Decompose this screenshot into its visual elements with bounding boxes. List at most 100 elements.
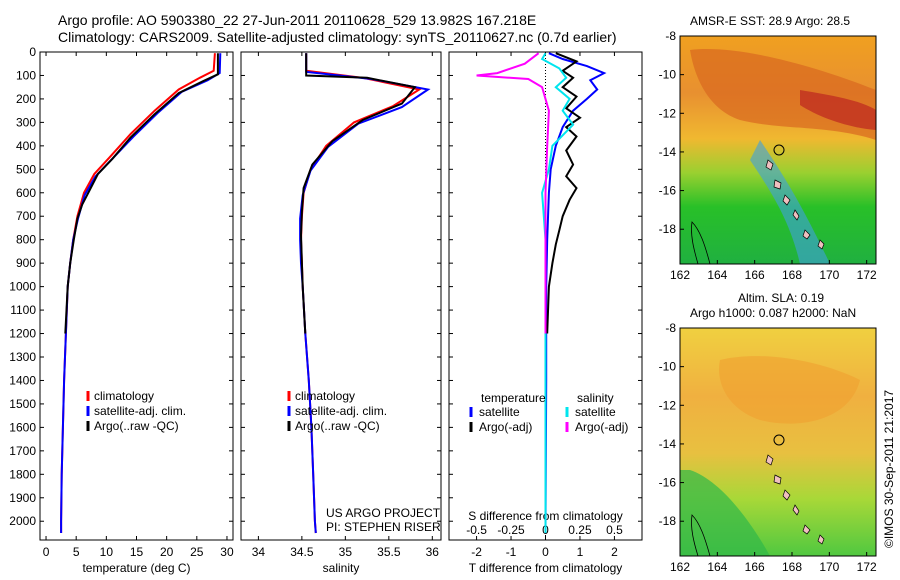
legend-label: climatology xyxy=(295,389,355,403)
y-tick-label: 1900 xyxy=(9,491,36,505)
salinity-panel: 34 34.5 35 35.5 36 salinity climatologysatelli… xyxy=(240,51,442,575)
map-y-tick-label: -18 xyxy=(659,222,677,236)
x-tick-label: 30 xyxy=(220,545,234,559)
map-y-tick-label: -12 xyxy=(659,106,677,120)
legend-label: satellite-adj. clim. xyxy=(295,404,387,418)
x-axis-label: salinity xyxy=(323,561,360,575)
x-tick-label: 35.5 xyxy=(377,545,401,559)
legend-label: Argo(-adj) xyxy=(575,420,628,434)
y-tick-label: 500 xyxy=(16,162,36,176)
x-tick-label: 34.5 xyxy=(290,545,314,559)
map-x-tick-label: 168 xyxy=(782,268,802,282)
salinity-tick-label: 0.5 xyxy=(606,523,623,537)
map-x-tick-label: 162 xyxy=(670,560,690,574)
plot-frame xyxy=(39,51,234,541)
x-tick-label: 35 xyxy=(339,545,353,559)
y-tick-label: 900 xyxy=(16,256,36,270)
island-chain-bottom xyxy=(765,454,825,545)
y-tick-label: 1600 xyxy=(9,420,36,434)
x-tick-label: 10 xyxy=(100,545,114,559)
sst-hot-patch xyxy=(800,90,876,130)
series-line-1 xyxy=(546,52,582,334)
y-tick-label: 400 xyxy=(16,139,36,153)
y-tick-label: 1100 xyxy=(10,303,36,317)
y-tick-label: 0 xyxy=(29,45,36,59)
y-tick-label: 600 xyxy=(16,186,36,200)
y-tick-label: 1200 xyxy=(9,327,36,341)
sst-map-title: AMSR-E SST: 28.9 Argo: 28.5 xyxy=(690,14,850,28)
map-x-tick-label: 172 xyxy=(857,560,877,574)
sla-map-axes: 162 164 166 168 170 172 -8 -10 -12 -14 -16 -18 xyxy=(659,321,877,574)
legend-label: satellite xyxy=(479,405,520,419)
map-y-tick-label: -14 xyxy=(659,437,677,451)
map-y-tick-label: -18 xyxy=(659,514,677,528)
map-x-tick-label: 166 xyxy=(745,268,765,282)
legend-header: salinity xyxy=(577,391,614,405)
y-tick-label: 1300 xyxy=(9,350,36,364)
y-tick-label: 1500 xyxy=(9,397,36,411)
series-line-3 xyxy=(476,52,550,334)
x-tick-label: 15 xyxy=(130,545,144,559)
sla-map-frame xyxy=(679,327,877,557)
legend-header: temperature xyxy=(481,391,546,405)
sst-map-axes: 162 164 166 168 170 172 -8 -10 -12 -14 -16 -18 xyxy=(659,29,877,282)
legend-label: climatology xyxy=(94,389,154,403)
legend-label: satellite-adj. clim. xyxy=(94,404,186,418)
x-tick-label: 0 xyxy=(43,545,50,559)
x-tick-label: 2 xyxy=(611,545,618,559)
legend-label: Argo(..raw -QC) xyxy=(94,419,179,433)
argo-location-marker-bottom xyxy=(773,434,785,446)
x-axis-label: temperature (deg C) xyxy=(82,561,190,575)
y-tick-label: 700 xyxy=(16,209,36,223)
x-tick-label: -2 xyxy=(471,545,482,559)
map-y-tick-label: -16 xyxy=(659,184,677,198)
map-y-tick-label: -8 xyxy=(665,29,676,43)
map-x-tick-label: 170 xyxy=(819,560,839,574)
salinity-tick-label: -0.5 xyxy=(466,523,487,537)
y-tick-label: 200 xyxy=(16,92,36,106)
map-x-tick-label: 166 xyxy=(745,560,765,574)
map-y-tick-label: -14 xyxy=(659,145,677,159)
map-x-tick-label: 170 xyxy=(819,268,839,282)
map-y-tick-label: -16 xyxy=(659,476,677,490)
legend-label: Argo(..raw -QC) xyxy=(295,419,380,433)
plot-frame xyxy=(240,51,442,541)
map-x-tick-label: 168 xyxy=(782,560,802,574)
side-stamp: ©IMOS 30-Sep-2011 21:2017 xyxy=(882,390,896,548)
header-line-2: Climatology: CARS2009. Satellite-adjuste… xyxy=(58,29,616,45)
difference-panel: -2 -1 0 1 2 T difference from climatology -0.5… xyxy=(448,51,643,575)
map-y-tick-label: -10 xyxy=(659,360,677,374)
x-tick-label: 20 xyxy=(160,545,174,559)
map-y-tick-label: -10 xyxy=(659,68,677,82)
y-tick-label: 1800 xyxy=(9,467,36,481)
series-line-2 xyxy=(64,53,219,334)
map-x-tick-label: 164 xyxy=(707,560,727,574)
y-tick-label: 2000 xyxy=(9,514,36,528)
x-axis-label: T difference from climatology xyxy=(469,561,623,575)
sst-map-frame xyxy=(679,35,877,265)
x-tick-label: -1 xyxy=(506,545,517,559)
credit-project: US ARGO PROJECT xyxy=(326,506,441,520)
y-tick-label: 1400 xyxy=(9,373,36,387)
y-tick-label: 100 xyxy=(16,68,36,82)
legend-label: Argo(-adj) xyxy=(479,420,532,434)
series-line-2 xyxy=(299,53,417,334)
x-tick-label: 25 xyxy=(190,545,204,559)
salinity-tick-label: 0.25 xyxy=(568,523,592,537)
map-x-tick-label: 162 xyxy=(670,268,690,282)
y-tick-label: 1700 xyxy=(9,444,36,458)
y-tick-label: 800 xyxy=(16,233,36,247)
map-y-tick-label: -12 xyxy=(659,398,677,412)
x-tick-label: 5 xyxy=(73,545,80,559)
legend-label: satellite xyxy=(575,405,616,419)
map-y-tick-label: -8 xyxy=(665,321,676,335)
y-tick-label: 1000 xyxy=(9,280,36,294)
y-tick-label: 300 xyxy=(16,115,36,129)
sla-low-patch xyxy=(680,470,770,556)
sst-map: AMSR-E SST: 28.9 Argo: 28.5 162 164 166 168… xyxy=(659,14,877,282)
x-tick-label: 34 xyxy=(252,545,266,559)
sst-cool-band xyxy=(750,140,830,264)
argo-location-marker-top xyxy=(773,144,785,156)
x-tick-label: 0 xyxy=(542,545,549,559)
